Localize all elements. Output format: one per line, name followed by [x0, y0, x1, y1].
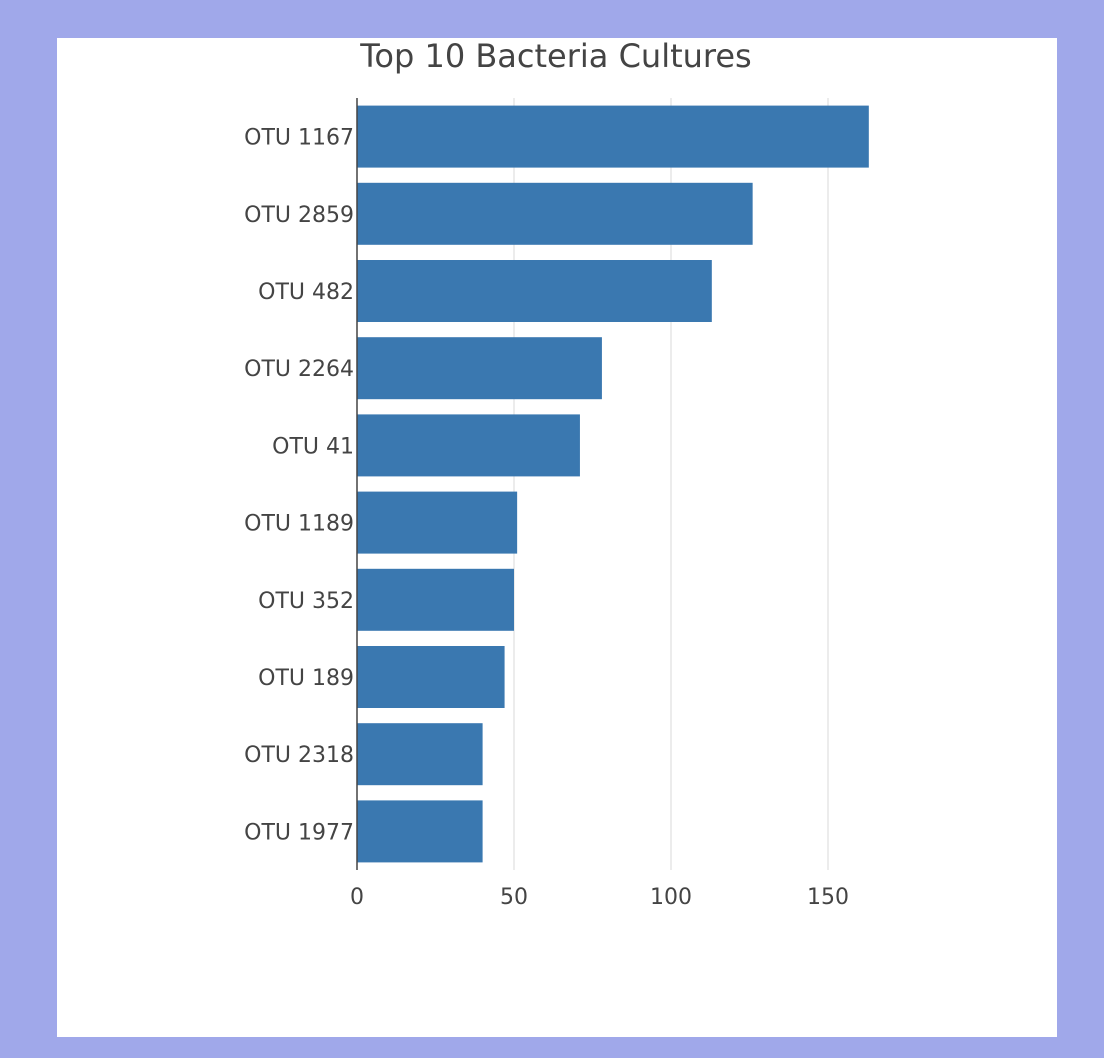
bars — [357, 105, 869, 863]
bar-chart: Top 10 Bacteria Cultures OTU 1167 OTU 285… — [244, 38, 869, 910]
y-category-label: OTU 2859 — [244, 203, 354, 228]
x-tick-label: 50 — [500, 885, 528, 910]
x-axis-ticks: 0 50 100 150 — [350, 885, 849, 910]
bar[interactable] — [357, 491, 518, 554]
y-category-label: OTU 2264 — [244, 357, 354, 382]
bar[interactable] — [357, 337, 602, 400]
y-category-label: OTU 41 — [272, 434, 354, 459]
bar[interactable] — [357, 646, 505, 708]
chart-title: Top 10 Bacteria Cultures — [359, 38, 751, 75]
y-category-label: OTU 1977 — [244, 820, 354, 845]
x-tick-label: 0 — [350, 885, 364, 910]
y-category-label: OTU 482 — [258, 280, 354, 305]
y-axis-labels: OTU 1167 OTU 2859 OTU 482 OTU 2264 OTU 41 OTU… — [244, 126, 354, 846]
bar[interactable] — [357, 182, 753, 245]
bar[interactable] — [357, 260, 712, 322]
chart-panel: Top 10 Bacteria Cultures OTU 1167 OTU 285… — [57, 38, 1057, 1037]
x-tick-label: 100 — [650, 885, 692, 910]
y-category-label: OTU 1189 — [244, 512, 354, 537]
x-tick-label: 150 — [807, 885, 849, 910]
y-category-label: OTU 352 — [258, 589, 354, 614]
y-category-label: OTU 1167 — [244, 126, 354, 151]
bar[interactable] — [357, 568, 514, 631]
bar[interactable] — [357, 105, 869, 168]
bar[interactable] — [357, 723, 483, 786]
y-category-label: OTU 189 — [258, 666, 354, 691]
bar[interactable] — [357, 800, 483, 863]
bar[interactable] — [357, 414, 580, 477]
y-category-label: OTU 2318 — [244, 743, 354, 768]
